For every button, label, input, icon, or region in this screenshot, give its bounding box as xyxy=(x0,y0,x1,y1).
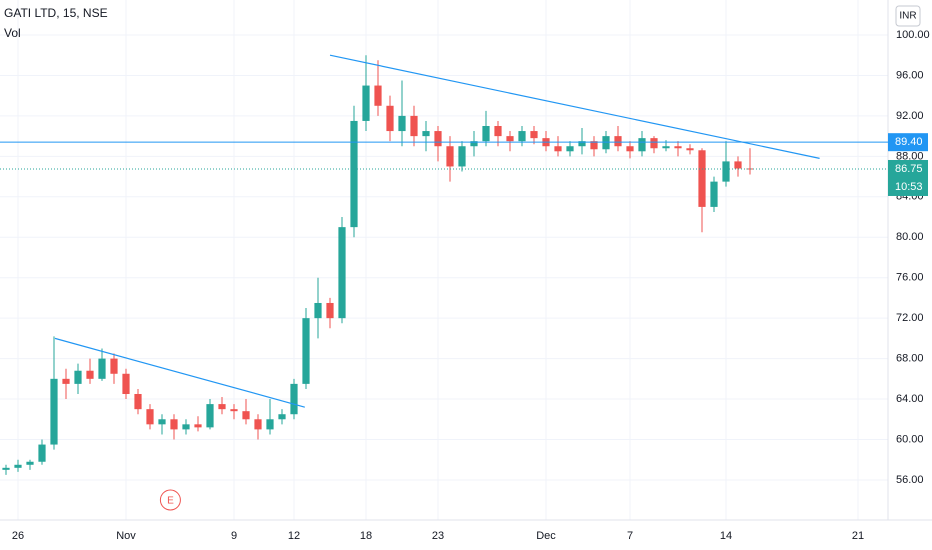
last-price-box xyxy=(888,159,928,196)
candle-body xyxy=(530,131,538,139)
candle-body xyxy=(38,444,46,462)
candle-body xyxy=(614,136,622,147)
countdown-label: 10:53 xyxy=(895,181,923,193)
candle-body xyxy=(554,146,562,152)
candle-body xyxy=(338,227,346,319)
candle-body xyxy=(194,424,202,428)
x-tick-label: 23 xyxy=(432,530,444,542)
candle-body xyxy=(14,464,22,468)
event-marker xyxy=(159,489,181,511)
candle-body xyxy=(662,146,670,149)
candle-body xyxy=(674,146,682,149)
y-tick-label: 64.00 xyxy=(896,393,924,405)
candle-body xyxy=(470,141,478,147)
candle-body xyxy=(686,148,694,151)
x-tick-label: 14 xyxy=(720,530,732,542)
chart-title: GATI LTD, 15, NSE xyxy=(4,6,108,20)
candle-body xyxy=(122,373,130,394)
y-tick-label: 80.00 xyxy=(896,231,924,243)
candle-body xyxy=(230,409,238,412)
x-tick-label: 7 xyxy=(627,530,633,542)
candle-body xyxy=(170,419,178,430)
y-tick-label: 56.00 xyxy=(896,474,924,486)
y-tick-label: 72.00 xyxy=(896,312,924,324)
y-tick-label: 96.00 xyxy=(896,69,924,81)
candle-body xyxy=(50,378,58,445)
event-label: E xyxy=(167,496,174,507)
candle-body xyxy=(62,378,70,384)
x-tick-label: 26 xyxy=(12,530,24,542)
y-tick-label: 60.00 xyxy=(896,433,924,445)
candle-body xyxy=(434,131,442,147)
candle-body xyxy=(182,424,190,430)
candle-body xyxy=(518,131,526,142)
candle-body xyxy=(494,126,502,137)
x-tick-label: 18 xyxy=(360,530,372,542)
candle-body xyxy=(110,358,118,374)
candle-body xyxy=(590,141,598,150)
candle-body xyxy=(710,181,718,207)
candle-body xyxy=(374,85,382,106)
x-tick-label: Dec xyxy=(536,530,556,542)
candle-body xyxy=(446,146,454,167)
candle-body xyxy=(326,302,334,319)
candle-body xyxy=(302,318,310,384)
candle-body xyxy=(74,370,82,384)
x-tick-label: 9 xyxy=(231,530,237,542)
candle-body xyxy=(638,138,646,152)
y-tick-label: 100.00 xyxy=(896,29,930,41)
candle-body xyxy=(482,126,490,142)
x-tick-label: Nov xyxy=(116,530,136,542)
candle-body xyxy=(146,409,154,425)
candle-body xyxy=(278,414,286,420)
y-tick-label: 92.00 xyxy=(896,110,924,122)
candle-body xyxy=(242,411,250,420)
candle-body xyxy=(350,120,358,228)
candle-body xyxy=(86,370,94,379)
candle-body xyxy=(602,136,610,150)
x-tick-label: 12 xyxy=(288,530,300,542)
candle-body xyxy=(266,419,274,430)
candle-body xyxy=(206,404,214,428)
candle-body xyxy=(218,404,226,410)
y-tick-label: 88.00 xyxy=(896,150,924,162)
last-price-label: 86.75 xyxy=(895,163,923,175)
candle-body xyxy=(566,146,574,152)
currency: INR xyxy=(899,11,916,22)
candle-body xyxy=(398,115,406,132)
candle-body xyxy=(362,85,370,121)
x-tick-label: 21 xyxy=(852,530,864,542)
candle-body xyxy=(650,138,658,149)
candle-body xyxy=(98,358,106,379)
candle-body xyxy=(578,141,586,147)
candle-body xyxy=(158,419,166,425)
candle-body xyxy=(386,105,394,132)
currency-box[interactable] xyxy=(895,5,921,27)
candle-body xyxy=(134,393,142,410)
price-line-label: 89.40 xyxy=(895,136,923,148)
candle-body xyxy=(458,146,466,167)
trendline xyxy=(54,337,305,408)
y-tick-label: 76.00 xyxy=(896,272,924,284)
candle-body xyxy=(410,115,418,137)
candle-body xyxy=(26,461,34,465)
candle-body xyxy=(254,419,262,430)
candle-body xyxy=(506,136,514,142)
price-line-box xyxy=(888,133,928,152)
candle-body xyxy=(2,467,10,470)
candle-body xyxy=(722,161,730,182)
candle-body xyxy=(422,131,430,137)
volume-label: Vol xyxy=(4,26,21,40)
y-tick-label: 68.00 xyxy=(896,353,924,365)
candle-body xyxy=(698,150,706,207)
trendline xyxy=(329,54,820,159)
candle-body xyxy=(734,161,742,169)
candle-body xyxy=(626,146,634,152)
candle-body xyxy=(290,383,298,415)
candle-body xyxy=(314,302,322,319)
